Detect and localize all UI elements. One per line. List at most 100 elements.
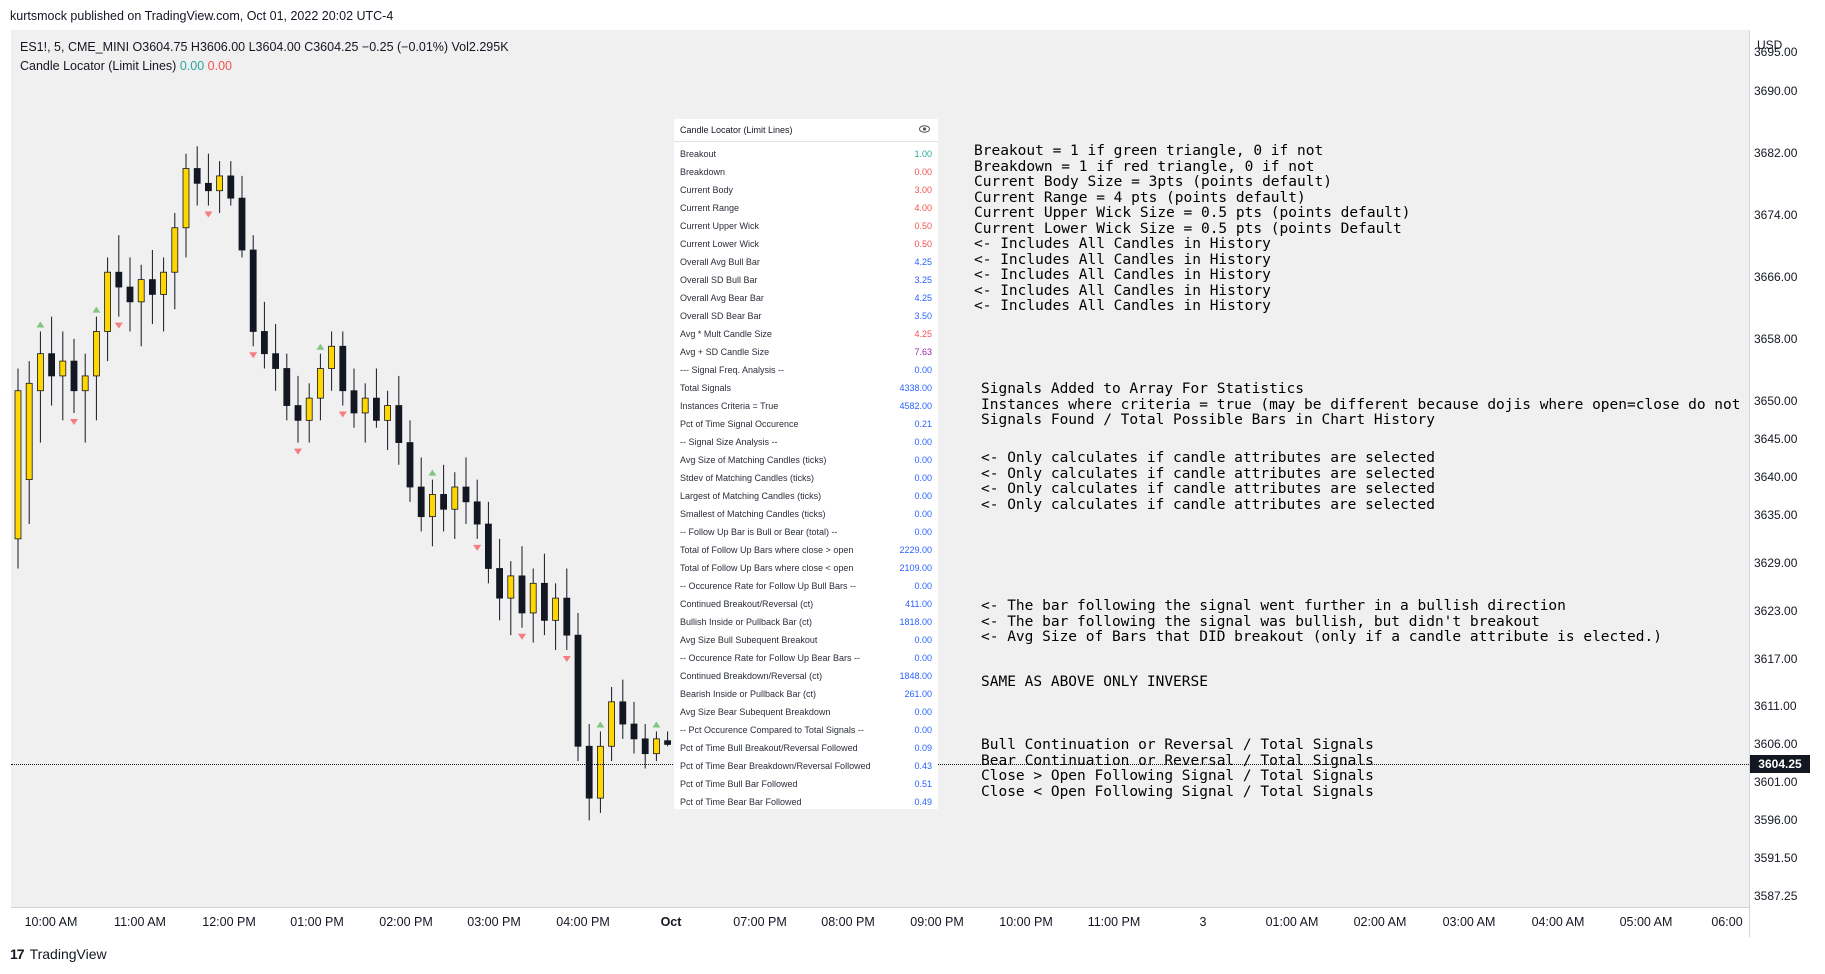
indicator-row-label: Continued Breakout/Reversal (ct) [680,599,814,609]
eye-icon[interactable] [919,125,930,135]
indicator-line[interactable]: Candle Locator (Limit Lines) 0.00 0.00 [20,57,509,76]
candle-body [294,405,302,421]
candle [451,472,459,539]
candle [81,353,89,443]
indicator-table-row: -- Occurence Rate for Follow Up Bear Bar… [680,649,932,667]
indicator-row-label: Current Upper Wick [680,221,760,231]
candle [328,331,336,391]
breakdown-triangle [562,655,571,662]
indicator-row-value: 0.00 [914,653,932,663]
indicator-row-value: 261.00 [904,689,932,699]
indicator-table-row: Avg + SD Candle Size 7.63 [680,343,932,361]
price-tick-label: 3658.00 [1754,332,1798,346]
time-tick-label: 01:00 AM [1265,915,1319,929]
candle-body [552,597,559,621]
candle [585,724,593,821]
candle-body [25,382,33,481]
indicator-row-value: 0.21 [914,419,932,429]
indicator-row-value: 0.50 [914,239,932,249]
candle-body [608,701,615,747]
candle [641,724,649,769]
indicator-row-label: Breakdown [680,167,726,177]
candle-body [597,745,604,799]
indicator-row-value: 4.25 [914,257,932,267]
candle [114,235,123,329]
candle [518,546,526,640]
indicator-name: Candle Locator (Limit Lines) [20,59,177,73]
candle-body [406,442,414,488]
candle [216,161,224,213]
price-tick-label: 3611.00 [1754,699,1797,713]
indicator-row-label: Largest of Matching Candles (ticks) [680,491,822,501]
candle [428,469,437,547]
candle-body [204,182,212,192]
indicator-table-title: Candle Locator (Limit Lines) [680,125,793,135]
price-axis[interactable] [1749,30,1825,937]
time-axis[interactable] [11,907,1749,938]
price-tick-label: 3629.00 [1754,556,1798,570]
candle [664,731,671,747]
breakout-triangle [316,343,325,350]
indicator-row-value: 0.00 [914,509,932,519]
candle-body [160,271,168,295]
indicator-row-value: 4.25 [914,293,932,303]
indicator-row-value: 0.00 [914,581,932,591]
candle [182,153,190,258]
candle-body [641,738,649,755]
indicator-row-label: Smallest of Matching Candles (ticks) [680,509,826,519]
indicator-row-value: 411.00 [905,599,932,609]
candle [338,331,347,418]
candle [92,306,101,421]
candle [59,331,67,421]
candle [574,612,582,762]
indicator-table-row: Avg Size Bear Subequent Breakdown 0.00 [680,703,932,721]
indicator-row-label: Bullish Inside or Pullback Bar (ct) [680,617,813,627]
price-tick-label: 3682.00 [1754,146,1798,160]
indicator-row-label: --- Signal Freq. Analysis -- [680,365,785,375]
candle [249,235,258,359]
candle-body [372,397,380,421]
candle [305,383,313,443]
candle-body [260,331,268,355]
notes-block-5: SAME AS ABOVE ONLY INVERSE [981,674,1208,690]
candle [596,721,605,813]
candle-body [126,286,134,303]
indicator-row-value: 0.00 [914,365,932,375]
indicator-row-value: 0.00 [914,491,932,501]
candle [294,375,302,455]
indicator-row-value: 1818.00 [899,617,932,627]
indicator-table-row: Pct of Time Signal Occurence 0.21 [680,415,932,433]
indicator-row-label: -- Pct Occurence Compared to Total Signa… [680,725,864,735]
indicator-table-row: Overall SD Bear Bar 3.50 [680,307,932,325]
price-tick-label: 3650.00 [1754,394,1798,408]
breakout-triangle [596,721,605,728]
indicator-row-value: 4.25 [914,329,932,339]
candle [541,553,548,636]
indicator-table-row: Overall Avg Bull Bar 4.25 [680,253,932,271]
candle-body [473,501,481,525]
indicator-table-row: Avg * Mult Candle Size 4.25 [680,325,932,343]
indicator-table-row: -- Follow Up Bar is Bull or Bear (total)… [680,523,932,541]
indicator-table-row: Smallest of Matching Candles (ticks) 0.00 [680,505,932,523]
breakdown-triangle [204,211,213,218]
indicator-table-row: Total of Follow Up Bars where close < op… [680,559,932,577]
price-tick-label: 3674.00 [1754,208,1798,222]
price-tick-label: 3666.00 [1754,270,1798,284]
indicator-row-label: Current Body [680,185,734,195]
indicator-table-row: Pct of Time Bear Bar Followed 0.49 [680,793,932,811]
indicator-row-label: -- Occurence Rate for Follow Up Bull Bar… [680,581,857,591]
symbol-line: ES1!, 5, CME_MINI O3604.75 H3606.00 L360… [20,40,509,54]
indicator-table-row: Breakout 1.00 [680,145,932,163]
time-tick-label: 11:00 AM [114,915,166,929]
candle-body [59,360,67,377]
indicator-table-row: --- Signal Freq. Analysis -- 0.00 [680,361,932,379]
candle-body [518,575,526,614]
indicator-table-row: Current Range 4.00 [680,199,932,217]
breakdown-triangle [518,633,526,640]
footer-brand: 17 TradingView [10,946,107,962]
time-tick-label: 04:00 PM [556,915,610,929]
indicator-table-row: Continued Breakout/Reversal (ct) 411.00 [680,595,932,613]
indicator-row-label: Overall SD Bull Bar [680,275,758,285]
candle [652,721,661,762]
candle [562,568,571,662]
